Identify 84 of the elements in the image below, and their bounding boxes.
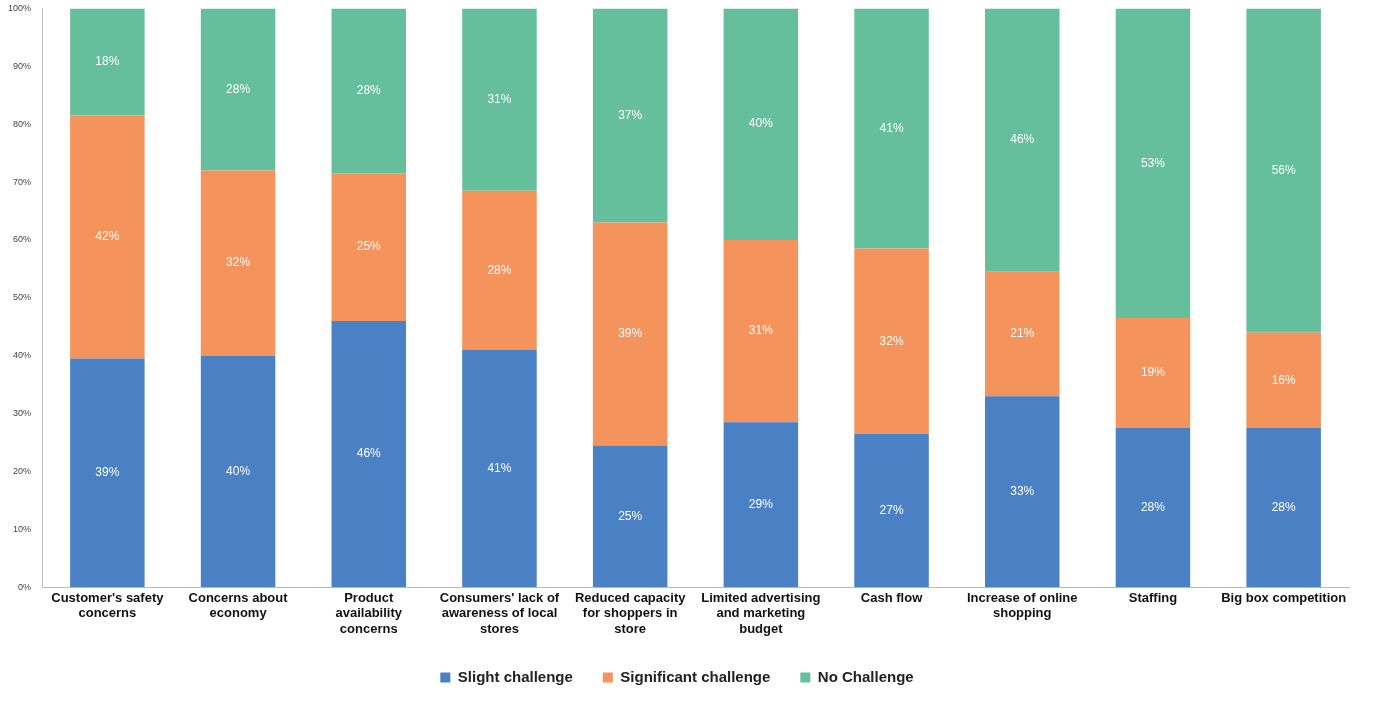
x-tick-label: Reduced capacity for shoppers in store <box>574 589 687 636</box>
bar <box>723 422 799 588</box>
y-tick-label: 30% <box>13 408 32 419</box>
bar <box>200 170 276 356</box>
legend-label: Significant challenge <box>620 667 771 685</box>
bar <box>200 8 276 171</box>
data-label: 46% <box>356 446 382 461</box>
data-label: 28% <box>226 81 251 96</box>
bar <box>1115 428 1191 588</box>
data-label: 46% <box>1010 132 1035 147</box>
data-label: 41% <box>879 120 904 135</box>
bar <box>70 115 145 359</box>
bar <box>592 222 668 446</box>
bar <box>985 8 1060 272</box>
data-label: 28% <box>1140 499 1166 514</box>
y-tick-label: 70% <box>13 176 32 187</box>
bar <box>1246 428 1321 588</box>
data-label: 25% <box>356 239 382 254</box>
bar <box>462 8 537 191</box>
y-tick-label: 20% <box>13 465 32 476</box>
data-label: 41% <box>487 460 512 475</box>
data-label: 37% <box>618 107 643 122</box>
bar <box>1246 332 1321 429</box>
data-label: 32% <box>226 255 251 270</box>
bar <box>331 173 407 321</box>
x-tick-label: Consumers' lack of awareness of local stores <box>439 589 560 636</box>
bar <box>1246 8 1321 333</box>
data-label: 28% <box>356 83 382 98</box>
data-label: 28% <box>1271 499 1296 514</box>
data-label: 32% <box>879 333 904 348</box>
legend-label: Slight challenge <box>457 667 573 685</box>
bar <box>331 8 407 174</box>
legend-label: No Challenge <box>817 667 914 685</box>
data-label: 18% <box>95 54 120 69</box>
x-tick-label: Customer's safety concerns <box>51 589 165 621</box>
bar <box>1115 8 1191 319</box>
bar <box>70 8 145 116</box>
data-label: 40% <box>226 463 251 478</box>
x-tick-label: Staffing <box>1128 589 1178 605</box>
data-label: 39% <box>95 465 120 480</box>
y-tick-label: 40% <box>13 350 32 361</box>
bar <box>592 445 668 588</box>
bar <box>854 433 929 588</box>
x-tick-label: Concerns about economy <box>188 589 289 621</box>
x-tick-label: Product availability concerns <box>335 589 403 636</box>
bar <box>985 396 1060 588</box>
data-label: 53% <box>1140 155 1166 170</box>
bar <box>854 248 929 434</box>
x-tick-label: Big box competition <box>1221 589 1347 605</box>
data-label: 56% <box>1271 162 1296 177</box>
bar <box>985 271 1060 397</box>
data-label: 19% <box>1140 365 1166 380</box>
data-label: 40% <box>748 116 774 131</box>
bar <box>462 190 537 350</box>
y-tick-label: 0% <box>18 581 32 592</box>
y-tick-label: 90% <box>13 60 32 71</box>
y-tick-label: 10% <box>13 523 32 534</box>
data-label: 16% <box>1271 372 1296 387</box>
bar <box>592 8 668 223</box>
y-tick-label: 100% <box>7 2 32 13</box>
data-label: 31% <box>487 91 512 106</box>
data-label: 31% <box>748 323 774 338</box>
bar <box>723 8 799 240</box>
y-tick-label: 80% <box>13 118 32 129</box>
data-label: 21% <box>1010 326 1035 341</box>
bar <box>331 320 407 588</box>
data-label: 29% <box>748 497 774 512</box>
x-tick-label: Cash flow <box>860 589 924 605</box>
y-tick-label: 60% <box>13 234 32 245</box>
bar <box>200 355 276 588</box>
x-tick-label: Limited advertising and marketing budget <box>701 589 821 636</box>
bar <box>1115 318 1191 429</box>
data-label: 27% <box>879 502 904 517</box>
data-label: 25% <box>618 508 643 523</box>
data-label: 33% <box>1010 484 1035 499</box>
bar <box>854 8 929 249</box>
x-tick-label: Increase of online shopping <box>966 589 1078 621</box>
bar <box>723 239 799 423</box>
data-label: 39% <box>618 326 643 341</box>
y-tick-label: 50% <box>13 292 32 303</box>
data-label: 42% <box>95 229 120 244</box>
bar <box>70 358 145 588</box>
bar <box>462 349 537 588</box>
data-label: 28% <box>487 262 512 277</box>
